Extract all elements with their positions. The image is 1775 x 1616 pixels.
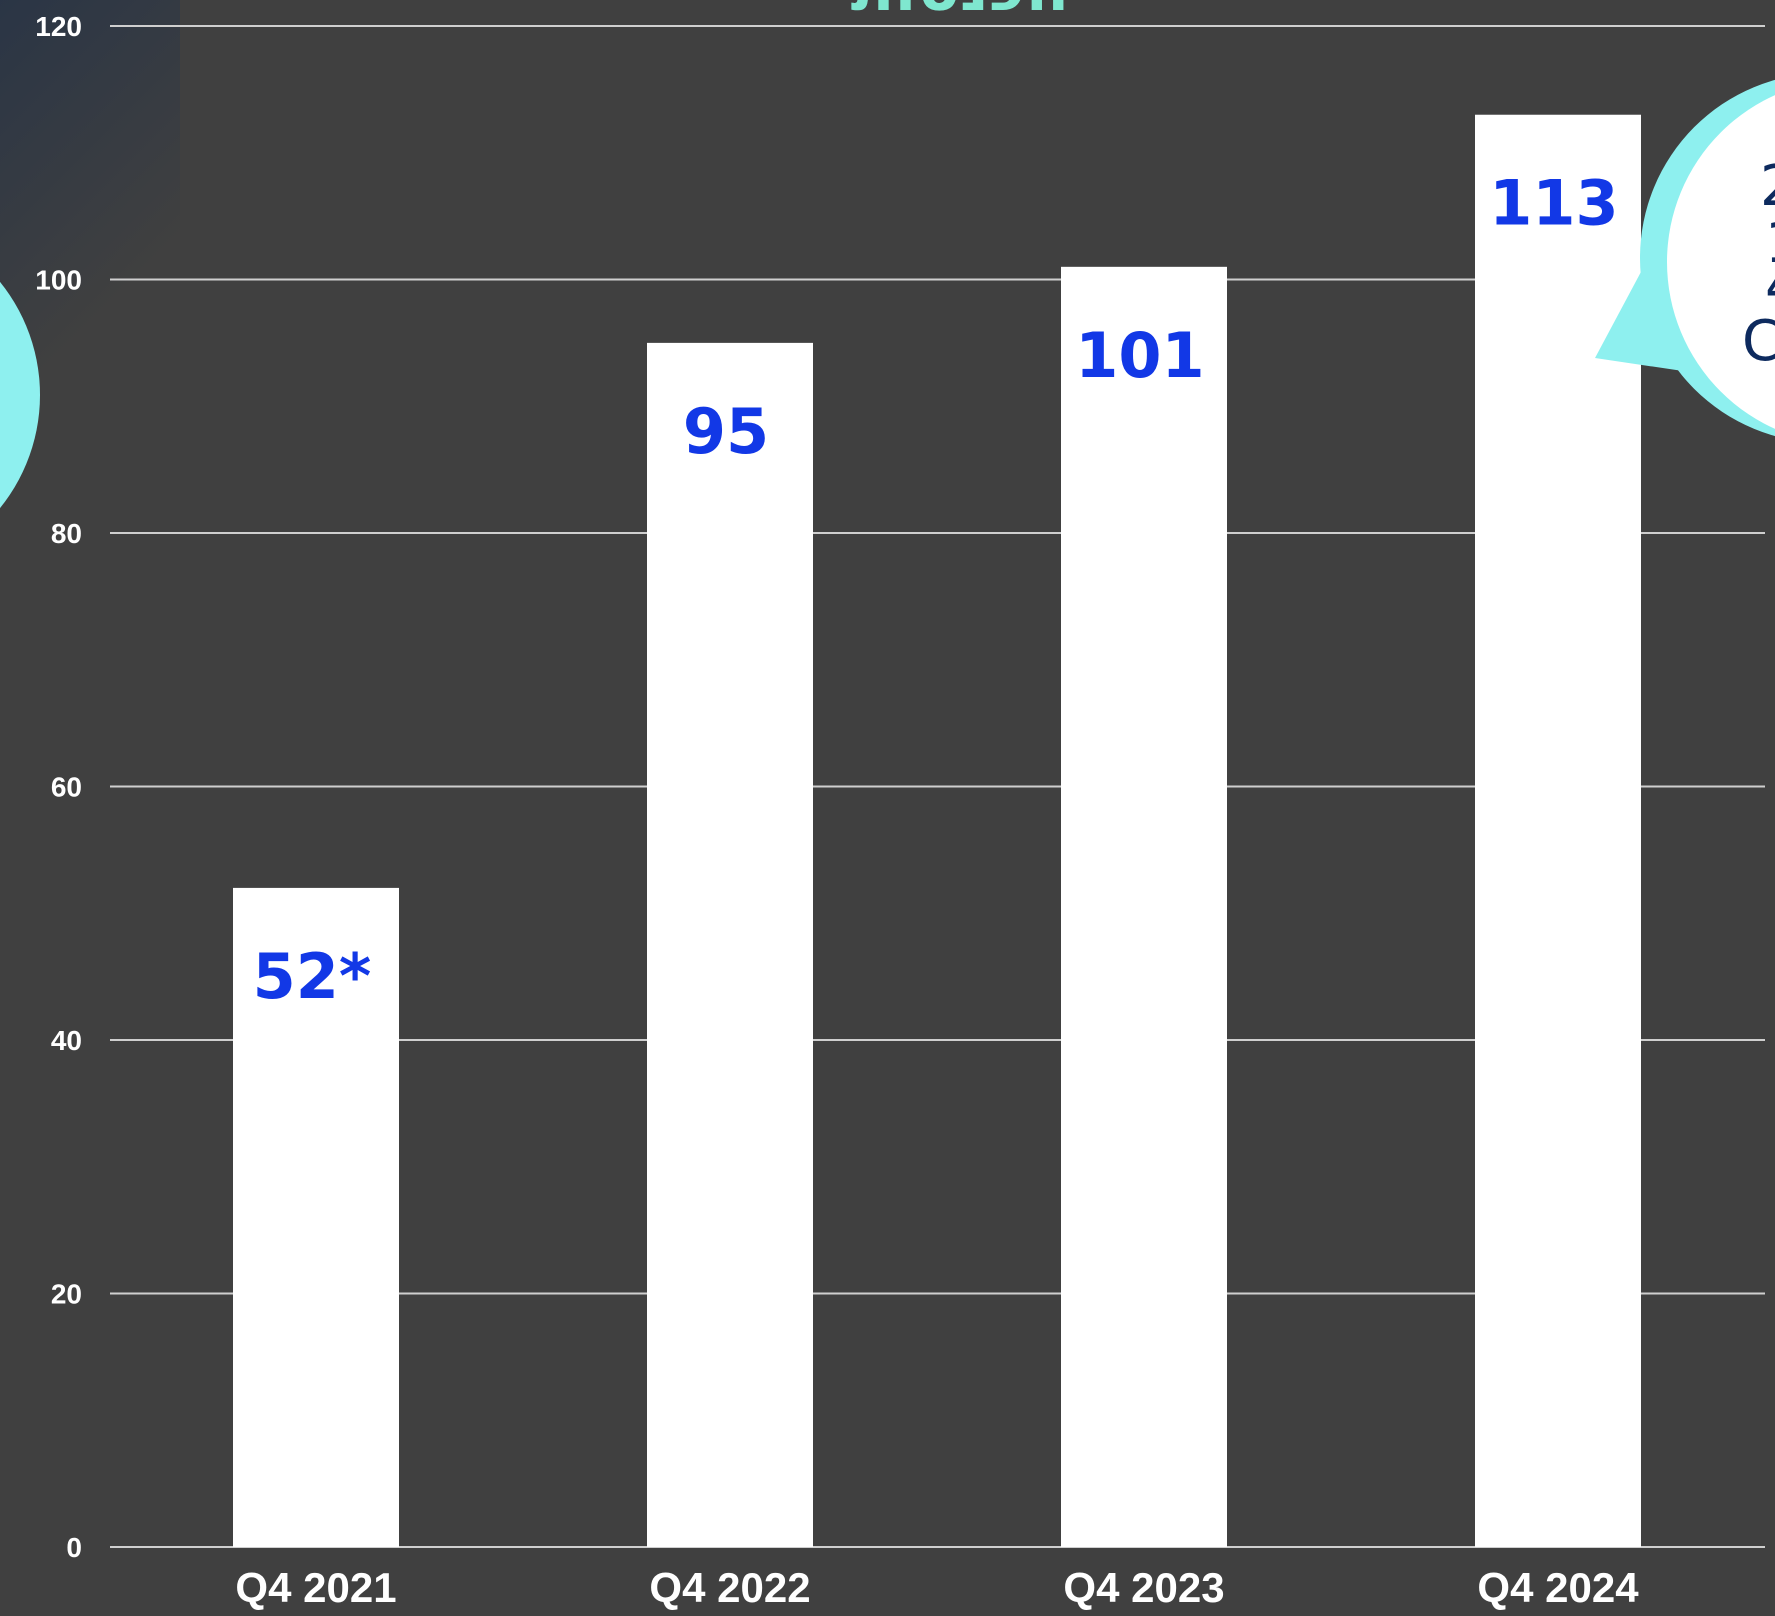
y-tick-label-120: 120 — [35, 11, 82, 42]
callout-bubble-right: 2 1 4 C — [1595, 79, 1775, 437]
data-label-q4-2021: 52* — [253, 940, 372, 1013]
x-category-label-q4-2023: Q4 2023 — [1063, 1564, 1224, 1611]
y-tick-label-100: 100 — [35, 265, 82, 296]
y-tick-label-40: 40 — [51, 1025, 82, 1056]
y-tick-label-0: 0 — [66, 1532, 82, 1563]
bar-q4-2023 — [1061, 266, 1227, 1548]
callout-fragment-0: 2 — [1760, 154, 1775, 219]
x-category-label-q4-2024: Q4 2024 — [1477, 1564, 1639, 1611]
y-axis-ticks: 0 20 40 60 80 100 120 — [35, 11, 82, 1563]
callout-bubble-left — [0, 281, 40, 509]
data-label-q4-2023: 101 — [1075, 319, 1204, 392]
chart-title: הכנסות — [851, 0, 1069, 26]
callout-fragment-1: 1 — [1765, 211, 1775, 276]
y-tick-label-20: 20 — [51, 1279, 82, 1310]
bar-q4-2021 — [233, 887, 399, 1547]
y-tick-label-60: 60 — [51, 772, 82, 803]
callout-fragment-3: C — [1742, 309, 1775, 374]
bars: 52* 95 101 113 — [233, 114, 1641, 1548]
data-label-q4-2024: 113 — [1489, 167, 1618, 240]
x-axis-categories: Q4 2021 Q4 2022 Q4 2023 Q4 2024 — [235, 1564, 1639, 1611]
y-tick-label-80: 80 — [51, 518, 82, 549]
data-label-q4-2022: 95 — [683, 395, 769, 468]
x-category-label-q4-2021: Q4 2021 — [235, 1564, 396, 1611]
bar-q4-2022 — [647, 342, 813, 1547]
callout-fragment-2: 4 — [1765, 254, 1775, 319]
x-category-label-q4-2022: Q4 2022 — [649, 1564, 810, 1611]
